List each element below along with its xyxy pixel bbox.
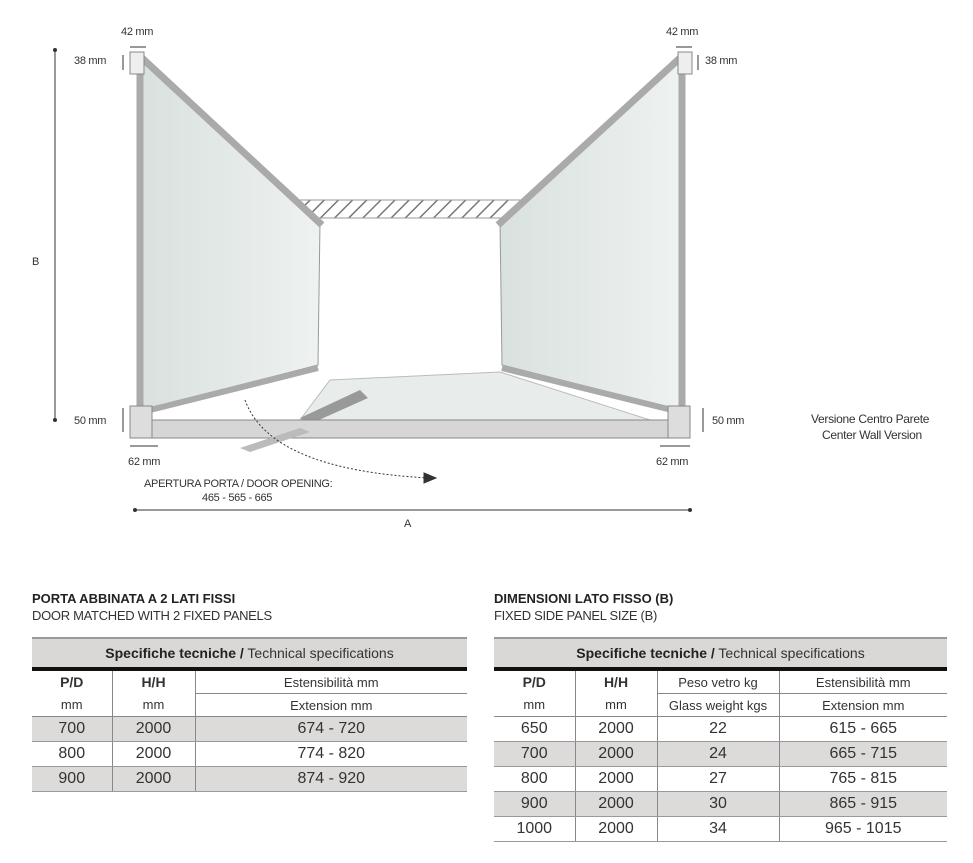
table-caption: Specifiche tecniche / Technical specific… xyxy=(494,637,947,671)
dim-bottom-left-height: 50 mm xyxy=(74,415,107,427)
dim-bottom-right-width: 62 mm xyxy=(656,456,689,468)
door-spec-table: Specifiche tecniche / Technical specific… xyxy=(32,637,467,792)
table-row: 650 2000 22 615 - 665 xyxy=(494,716,947,742)
table-row: 900 2000 30 865 - 915 xyxy=(494,791,947,817)
table-row: 900 2000 874 - 920 xyxy=(32,766,467,792)
door-opening-values: 465 - 565 - 665 xyxy=(202,492,273,504)
right-glass-panel xyxy=(499,60,681,411)
dim-top-right-height: 38 mm xyxy=(705,55,738,67)
door-opening-label: APERTURA PORTA / DOOR OPENING: xyxy=(144,478,333,490)
table-caption: Specifiche tecniche / Technical specific… xyxy=(32,637,467,671)
base-profile xyxy=(129,419,691,439)
col-header: Estensibilità mm xyxy=(778,669,947,694)
col-header: P/D xyxy=(60,674,84,691)
dim-bottom-right-height: 50 mm xyxy=(712,415,745,427)
table-row: 700 2000 674 - 720 xyxy=(32,716,467,742)
left-table-title: PORTA ABBINATA A 2 LATI FISSI xyxy=(32,591,236,606)
right-table-title: DIMENSIONI LATO FISSO (B) xyxy=(494,591,674,606)
left-glass-panel xyxy=(141,60,321,411)
col-unit: mm xyxy=(494,693,575,717)
col-unit: Extension mm xyxy=(194,693,467,717)
col-unit: mm xyxy=(574,693,657,717)
shower-enclosure-diagram xyxy=(53,46,704,512)
col-unit: Glass weight kgs xyxy=(656,693,779,717)
dim-height-b: B xyxy=(32,256,40,268)
left-table-subtitle: DOOR MATCHED WITH 2 FIXED PANELS xyxy=(32,608,272,623)
fixed-panel-spec-table: Specifiche tecniche / Technical specific… xyxy=(494,637,947,842)
col-header: H/H xyxy=(111,669,195,694)
col-header: Estensibilità mm xyxy=(194,669,467,694)
dim-bottom-left-width: 62 mm xyxy=(128,456,161,468)
table-row: 1000 2000 34 965 - 1015 xyxy=(494,816,947,842)
dim-top-left-width: 42 mm xyxy=(121,26,154,38)
dim-top-right-width: 42 mm xyxy=(666,26,699,38)
table-row: 800 2000 27 765 - 815 xyxy=(494,766,947,792)
dim-width-a: A xyxy=(404,518,412,530)
col-unit: Extension mm xyxy=(778,693,947,717)
col-unit: mm xyxy=(32,693,112,717)
table-row: 800 2000 774 - 820 xyxy=(32,741,467,767)
version-it: Versione Centro Parete xyxy=(811,412,930,426)
version-en: Center Wall Version xyxy=(822,428,922,442)
col-header: Peso vetro kg xyxy=(656,669,779,694)
col-unit: mm xyxy=(111,693,195,717)
dim-top-left-height: 38 mm xyxy=(74,55,107,67)
table-row: 700 2000 24 665 - 715 xyxy=(494,741,947,767)
col-header: P/D xyxy=(522,674,546,691)
col-header: H/H xyxy=(574,669,657,694)
right-table-subtitle: FIXED SIDE PANEL SIZE (B) xyxy=(494,608,657,623)
